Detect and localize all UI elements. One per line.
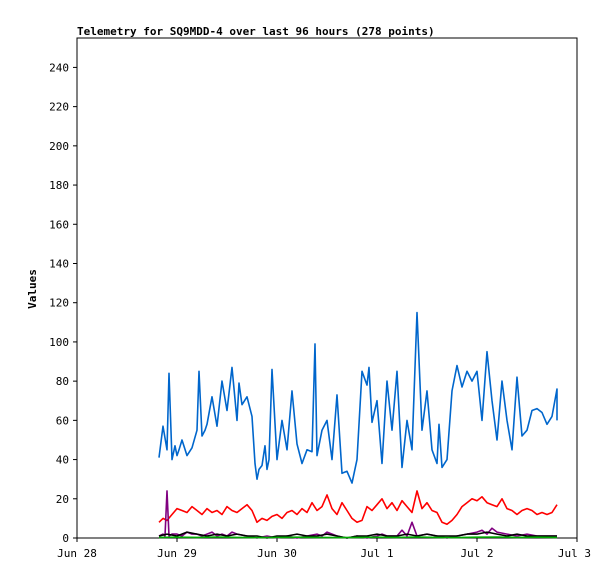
x-tick-label: Jul 1 [360, 547, 393, 560]
series-layer [158, 311, 558, 539]
series-line-2 [158, 490, 557, 539]
y-tick-label: 220 [49, 101, 69, 114]
series-line-1 [158, 490, 558, 526]
y-tick-label: 0 [62, 532, 69, 545]
y-tick-label: 60 [56, 414, 69, 427]
series-line-3 [158, 531, 557, 539]
y-tick-label: 200 [49, 140, 69, 153]
series-line-0 [158, 311, 558, 484]
y-axis: 0 20 40 60 80 100 120 140 160 180 200 220 240 [49, 61, 77, 545]
series-line-4 [158, 536, 558, 539]
y-tick-label: 20 [56, 493, 69, 506]
plot-area [76, 37, 578, 539]
y-tick-label: 40 [56, 454, 69, 467]
x-tick-label: Jun 29 [157, 547, 197, 560]
y-tick-label: 140 [49, 257, 69, 270]
y-tick-label: 120 [49, 297, 69, 310]
chart-title: Telemetry for SQ9MDD-4 over last 96 hour… [77, 25, 435, 38]
y-tick-label: 160 [49, 218, 69, 231]
y-tick-label: 80 [56, 375, 69, 388]
x-tick-label: Jun 28 [57, 547, 97, 560]
y-tick-label: 240 [49, 61, 69, 74]
x-tick-label: Jul 2 [460, 547, 493, 560]
y-tick-label: 180 [49, 179, 69, 192]
x-tick-label: Jun 30 [257, 547, 297, 560]
y-tick-label: 100 [49, 336, 69, 349]
x-tick-label: Jul 3 [558, 547, 591, 560]
y-axis-label: Values [26, 269, 39, 309]
x-axis: Jun 28 Jun 29 Jun 30 Jul 1 Jul 2 Jul 3 [57, 538, 591, 560]
